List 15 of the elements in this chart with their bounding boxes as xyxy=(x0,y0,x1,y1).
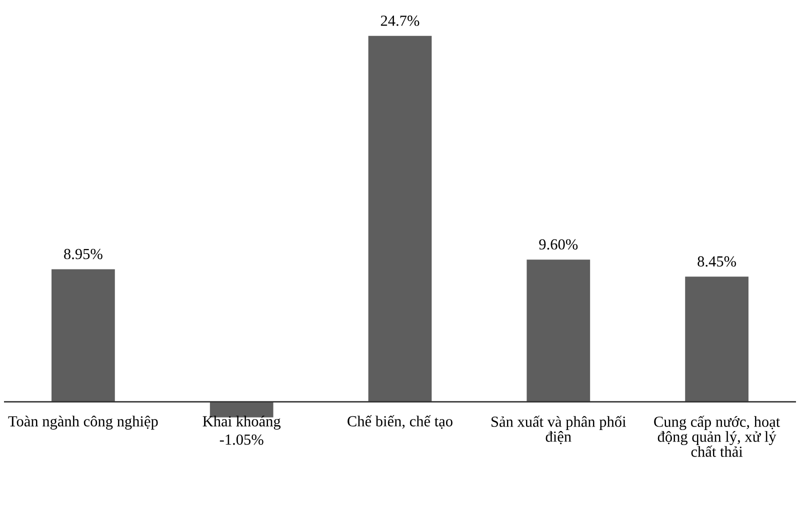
x-tick-label: Chế biến, chế tạo xyxy=(348,415,452,429)
data-label: 8.95% xyxy=(64,248,102,260)
data-label: 24.7% xyxy=(380,16,420,26)
data-label: 9.60% xyxy=(539,239,578,250)
bar xyxy=(368,36,432,402)
x-tick-label: Cung cấp nước, hoạt động quản lý, xử lý chất thải xyxy=(654,416,780,457)
bar xyxy=(52,269,115,402)
x-tick-label: Toàn ngành công nghiệp xyxy=(8,416,158,430)
data-label: -1.05% xyxy=(220,434,264,445)
x-tick-label: Khai khoáng xyxy=(202,416,281,430)
data-label: 8.45% xyxy=(698,256,736,267)
bar xyxy=(210,402,274,418)
x-tick-label: Sản xuất và phân phối điện xyxy=(492,416,626,444)
bar xyxy=(526,260,590,402)
bar xyxy=(685,276,748,402)
